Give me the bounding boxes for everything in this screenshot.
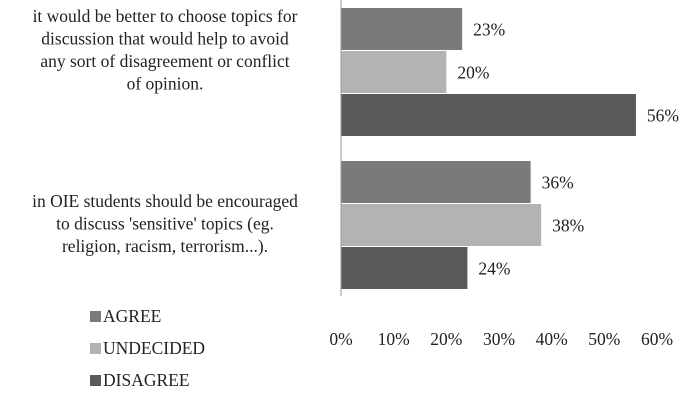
data-label-undecided-2: 38% bbox=[552, 216, 584, 236]
bar-agree-1 bbox=[341, 8, 463, 50]
legend-swatch-agree bbox=[90, 311, 101, 322]
x-tick-label-0: 0% bbox=[329, 329, 352, 349]
legend: AGREE UNDECIDED DISAGREE bbox=[90, 306, 205, 390]
bar-undecided-2 bbox=[341, 204, 542, 246]
data-labels-group: 23% 20% 56% 36% 38% 24% bbox=[457, 20, 679, 279]
category-label-2-line-3: religion, racism, terrorism...). bbox=[62, 236, 268, 256]
category-label-1-line-2: discussion that would help to avoid bbox=[41, 29, 289, 49]
legend-label-disagree: DISAGREE bbox=[103, 370, 190, 390]
bars-group bbox=[341, 8, 636, 289]
data-label-disagree-2: 24% bbox=[478, 259, 510, 279]
data-label-undecided-1: 20% bbox=[457, 63, 489, 83]
data-label-agree-2: 36% bbox=[542, 173, 574, 193]
legend-swatch-undecided bbox=[90, 343, 101, 354]
x-tick-label-5: 50% bbox=[588, 329, 620, 349]
category-labels-group: it would be better to choose topics for d… bbox=[32, 6, 298, 256]
legend-label-undecided: UNDECIDED bbox=[103, 338, 205, 358]
category-label-2-line-1: in OIE students should be encouraged bbox=[32, 191, 298, 211]
x-tick-label-3: 30% bbox=[483, 329, 515, 349]
bar-disagree-2 bbox=[341, 247, 468, 289]
x-tick-label-2: 20% bbox=[430, 329, 462, 349]
category-label-2-line-2: to discuss 'sensitive' topics (eg. bbox=[56, 214, 274, 234]
category-label-1-line-1: it would be better to choose topics for bbox=[33, 6, 298, 26]
bar-agree-2 bbox=[341, 161, 531, 203]
x-tick-label-1: 10% bbox=[378, 329, 410, 349]
x-tick-label-6: 60% bbox=[641, 329, 673, 349]
category-label-1-line-3: any sort of disagreement or conflict bbox=[40, 51, 289, 71]
x-tick-labels-group: 0% 10% 20% 30% 40% 50% 60% bbox=[329, 329, 673, 349]
bar-disagree-1 bbox=[341, 94, 636, 136]
data-label-agree-1: 23% bbox=[473, 20, 505, 40]
legend-label-agree: AGREE bbox=[103, 306, 161, 326]
category-label-1-line-4: of opinion. bbox=[127, 74, 204, 94]
x-tick-label-4: 40% bbox=[536, 329, 568, 349]
data-label-disagree-1: 56% bbox=[647, 106, 679, 126]
bar-undecided-1 bbox=[341, 51, 447, 93]
legend-swatch-disagree bbox=[90, 375, 101, 386]
